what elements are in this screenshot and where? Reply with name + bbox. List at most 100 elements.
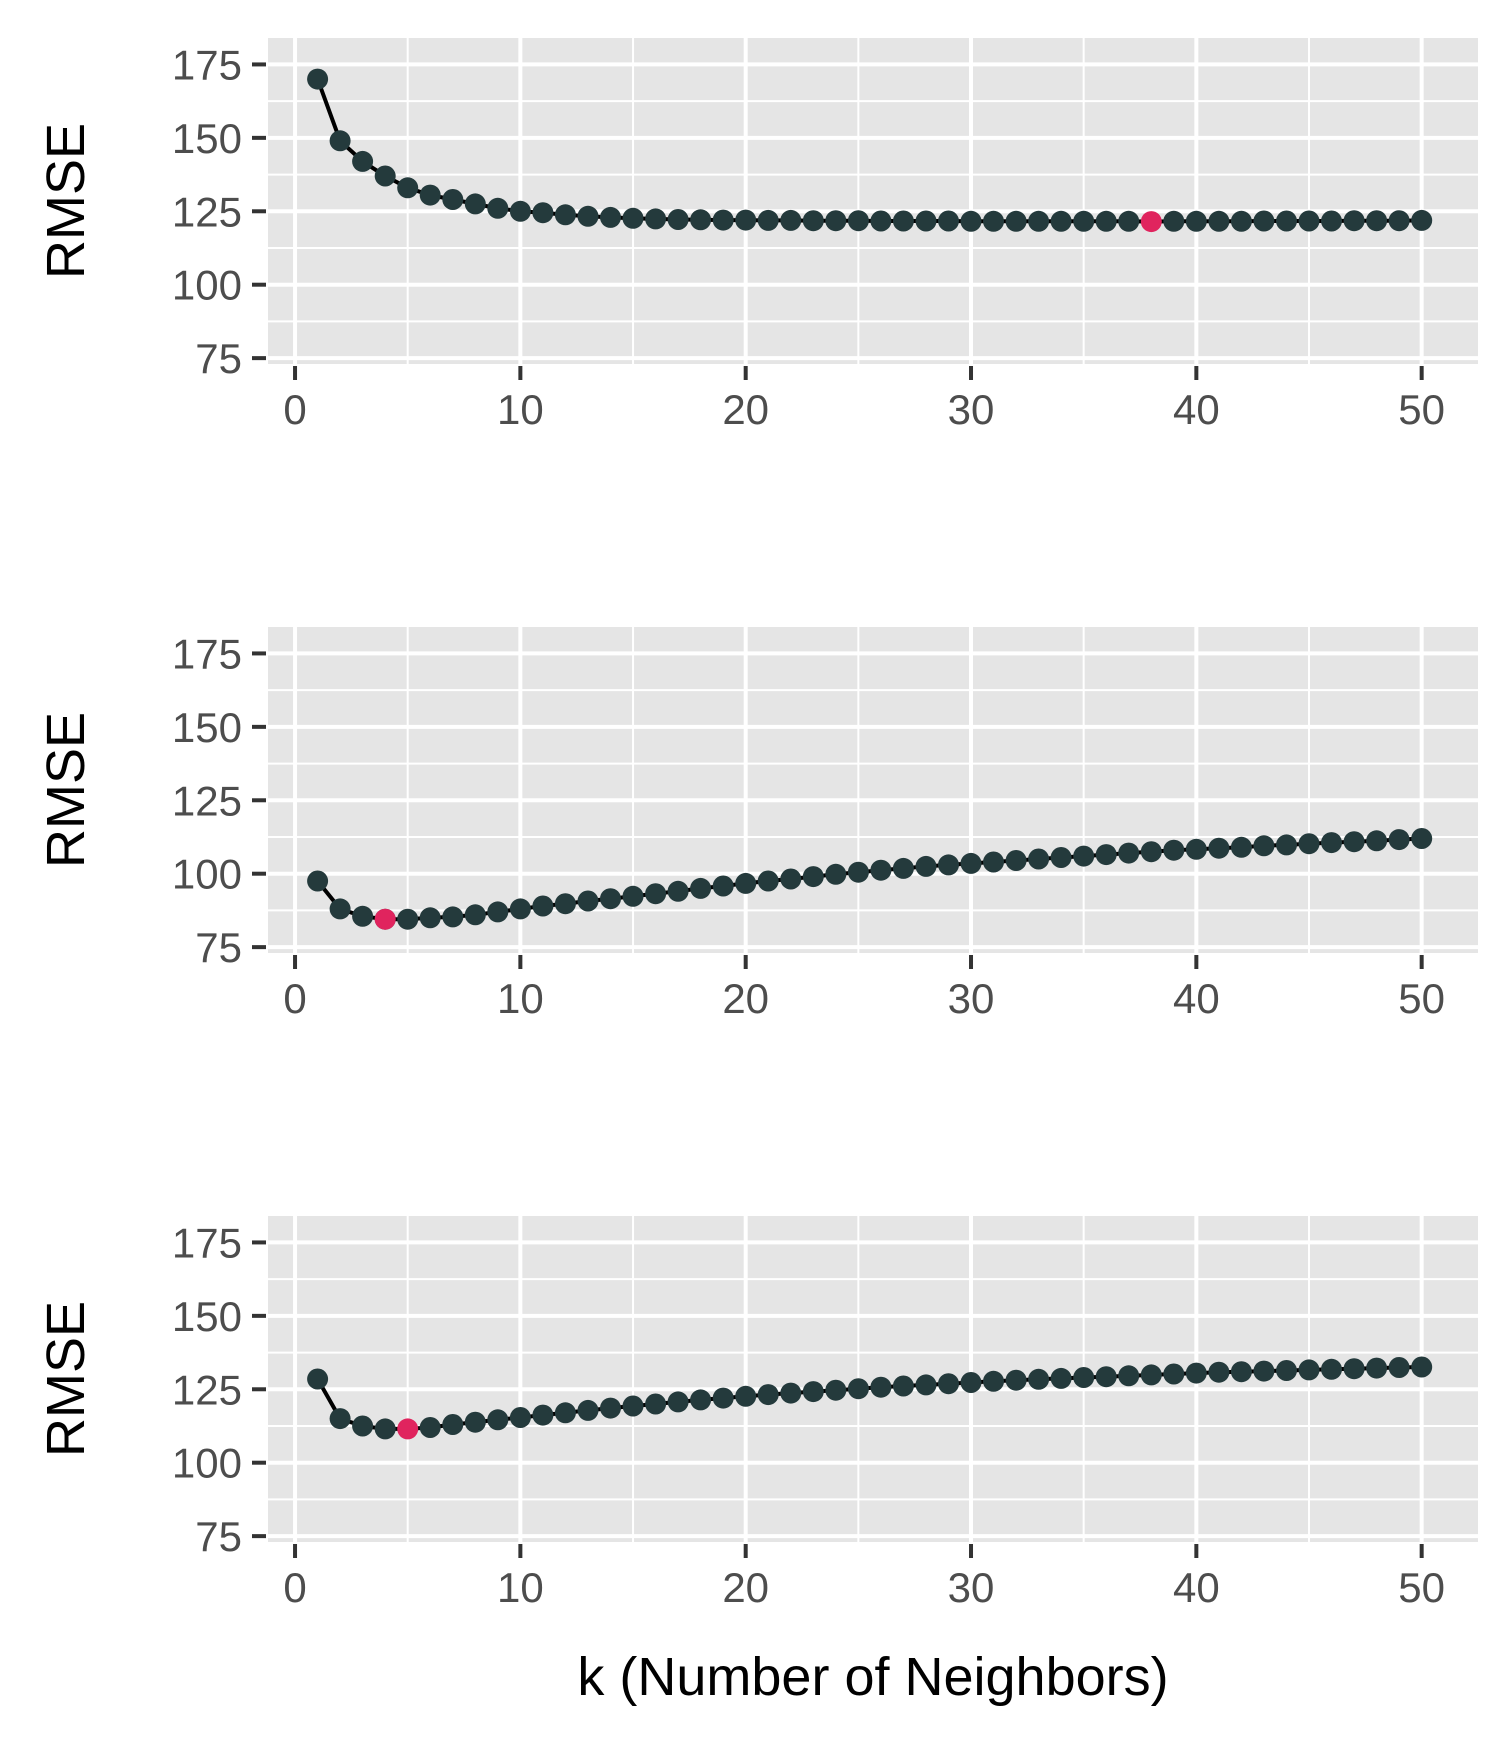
data-point [825,210,847,232]
data-point [1230,836,1252,858]
data-point [735,1385,757,1407]
data-point [735,209,757,231]
data-point [1163,210,1185,232]
x-tick-label: 20 [722,386,769,433]
data-point [532,202,554,224]
data-point [1050,210,1072,232]
y-tick-label: 75 [195,924,242,971]
x-tick-label: 40 [1173,975,1220,1022]
data-point [1185,210,1207,232]
data-point [600,1397,621,1419]
data-point [1411,209,1433,231]
data-point [847,861,869,883]
data-point [419,907,441,929]
data-point [1388,829,1410,851]
data-point [1411,828,1433,849]
data-point [938,1373,959,1395]
data-point [645,208,667,230]
data-point [442,906,464,928]
data-point [690,209,712,231]
chart-panel-3: 75 100 125 150 175 0 10 20 30 40 50 RMSE k (Number o… [36,1216,1478,1707]
data-point [600,888,621,910]
data-point [780,1382,802,1404]
x-tick-label: 40 [1173,1564,1220,1611]
y-tick-label: 175 [172,41,242,88]
data-point [1073,210,1095,232]
data-point [802,866,824,888]
x-tick-label: 50 [1398,1564,1445,1611]
data-point [577,890,599,912]
data-point [419,184,441,206]
x-tick-label: 50 [1398,386,1445,433]
x-tick-label: 30 [948,975,995,1022]
x-tick-label: 10 [497,1564,544,1611]
data-point [577,1399,599,1421]
data-point [1028,1368,1050,1390]
data-point [1388,1357,1410,1378]
data-point [1208,210,1230,232]
y-tick-label: 100 [172,851,242,898]
data-point [1253,210,1275,232]
data-point [712,875,734,897]
data-point [667,880,689,902]
data-point [554,1402,576,1424]
data-point [622,885,644,907]
data-point [329,1408,351,1430]
highlighted-min-point [374,908,396,930]
x-tick-label: 20 [722,975,769,1022]
data-point [1140,841,1162,863]
data-point [487,901,509,923]
data-point [983,1370,1004,1392]
data-point [532,1404,554,1426]
data-point [329,130,351,152]
x-tick-label: 20 [722,1564,769,1611]
data-point [938,854,959,876]
data-point [960,852,982,874]
data-point [509,1407,531,1428]
data-point [870,210,892,232]
data-point [1005,1369,1027,1391]
x-axis-title: k (Number of Neighbors) [577,1647,1168,1707]
data-point [645,883,667,905]
data-point [374,1418,396,1440]
data-point [802,210,824,232]
data-point [712,1387,734,1409]
data-point [802,1381,824,1403]
data-point [1298,1359,1320,1381]
data-point [690,1389,712,1411]
y-tick-label: 125 [172,1366,242,1413]
data-point [1095,844,1117,866]
data-point [442,189,464,210]
data-point [825,863,847,885]
y-tick-label: 125 [172,188,242,235]
data-point [352,150,374,172]
y-tick-label: 75 [195,1513,242,1560]
data-point [1118,210,1140,232]
data-point [757,209,779,231]
data-point [419,1417,441,1438]
data-point [983,851,1004,873]
data-point [1366,210,1388,232]
data-point [554,204,576,226]
data-point [1163,839,1185,861]
data-point [1411,1356,1433,1378]
data-point [645,1393,667,1415]
data-point [1298,210,1320,232]
data-point [1388,210,1410,232]
y-tick-label: 175 [172,1219,242,1266]
data-point [1230,1361,1252,1383]
data-point [1140,1364,1162,1386]
data-point [307,1368,329,1390]
y-tick-label: 175 [172,630,242,677]
data-point [1028,848,1050,870]
chart-panel-1: 75 100 125 150 175 0 10 20 30 40 50 RMSE [36,38,1478,433]
data-point [509,898,531,920]
data-point [960,1372,982,1393]
data-point [397,908,419,930]
data-point [1321,1358,1342,1380]
data-point [870,859,892,881]
x-tick-label: 10 [497,386,544,433]
y-axis-title: RMSE [36,123,96,279]
data-point [1366,830,1388,852]
data-point [915,855,937,877]
